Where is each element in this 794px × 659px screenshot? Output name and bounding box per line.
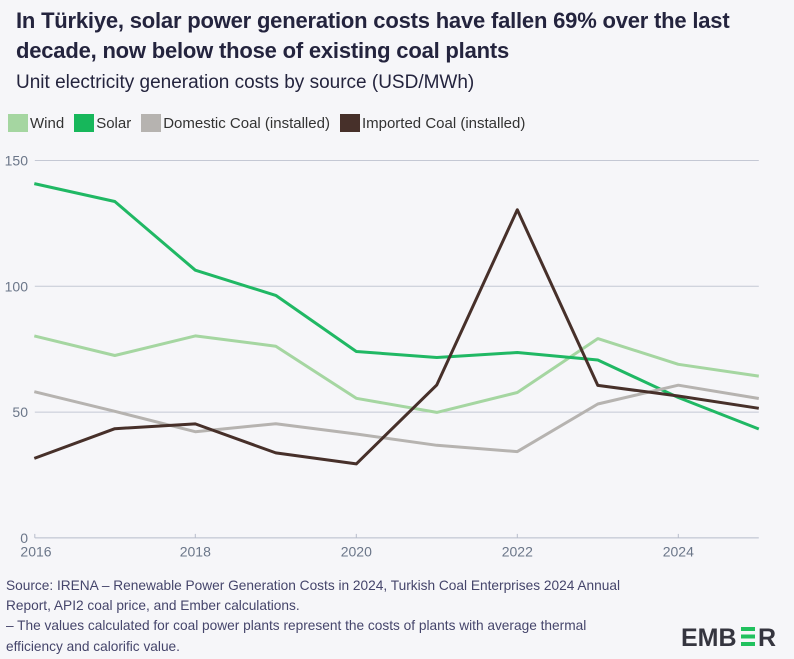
svg-text:100: 100 (5, 278, 29, 294)
svg-text:50: 50 (12, 404, 28, 420)
svg-text:2024: 2024 (663, 544, 694, 560)
svg-text:2018: 2018 (180, 544, 211, 560)
svg-text:150: 150 (5, 153, 29, 169)
svg-text:0: 0 (20, 530, 28, 546)
svg-text:2016: 2016 (20, 544, 51, 560)
svg-text:2022: 2022 (502, 544, 533, 560)
svg-text:EMB: EMB (681, 624, 737, 650)
svg-text:R: R (758, 624, 776, 650)
svg-text:2020: 2020 (341, 544, 372, 560)
